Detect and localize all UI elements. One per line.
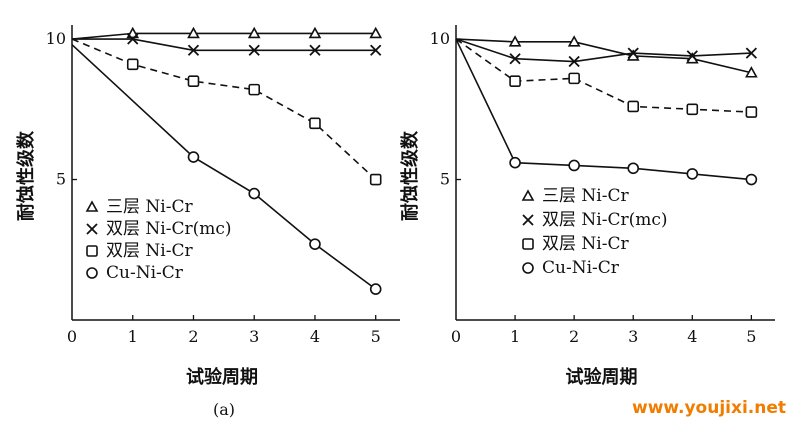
series-line bbox=[71, 32, 376, 40]
legend-marker-circle bbox=[522, 262, 534, 274]
legend-label: Cu-Ni-Cr bbox=[542, 258, 620, 278]
data-point-circle bbox=[627, 162, 640, 175]
legend-label: Cu-Ni-Cr bbox=[106, 263, 184, 283]
x-axis-title: 试验周期 bbox=[186, 366, 258, 388]
legend-marker-x bbox=[522, 214, 534, 226]
series-line bbox=[455, 38, 752, 74]
y-axis-title: 耐蚀性级数 bbox=[399, 130, 421, 221]
legend-marker-square bbox=[522, 238, 534, 250]
data-point-circle bbox=[187, 151, 200, 163]
data-point-triangle bbox=[508, 35, 522, 47]
data-point-triangle bbox=[187, 26, 200, 39]
data-point-circle bbox=[568, 159, 580, 172]
data-point-x bbox=[745, 47, 758, 59]
chart-panel-b: 0 1 2 3 4 5 5 10 试验周期 耐蚀性级数三层 Ni-Cr 双层 Ni-Cr(mc) 双层… bbox=[399, 25, 775, 388]
x-tick-label: 5 bbox=[746, 327, 756, 346]
data-point-square bbox=[187, 75, 200, 87]
x-tick-label: 2 bbox=[188, 327, 198, 346]
data-point-square bbox=[509, 75, 521, 87]
data-point-x bbox=[187, 44, 200, 56]
data-point-x bbox=[568, 55, 580, 68]
x-tick-label: 4 bbox=[687, 327, 697, 346]
data-point-circle bbox=[509, 156, 521, 169]
data-point-circle bbox=[745, 173, 758, 186]
data-point-square bbox=[309, 117, 321, 130]
data-point-x bbox=[248, 44, 260, 56]
data-point-x bbox=[509, 53, 521, 65]
x-tick-label: 0 bbox=[451, 327, 461, 346]
legend-label: 三层 Ni-Cr bbox=[106, 197, 193, 217]
x-axis-title: 试验周期 bbox=[566, 366, 638, 388]
data-point-square bbox=[686, 103, 699, 116]
y-tick-label: 10 bbox=[46, 29, 66, 48]
data-point-square bbox=[369, 173, 382, 186]
x-tick-label: 1 bbox=[128, 327, 138, 346]
data-point-circle bbox=[686, 168, 699, 180]
legend-marker-triangle bbox=[85, 200, 99, 212]
x-tick-label: 5 bbox=[371, 327, 381, 346]
x-tick-label: 4 bbox=[310, 327, 320, 346]
panel-caption: (a) bbox=[213, 400, 235, 419]
legend-marker-square bbox=[86, 245, 98, 257]
legend-label: 双层 Ni-Cr bbox=[106, 241, 193, 261]
data-point-x bbox=[370, 44, 382, 56]
legend-marker-x bbox=[86, 223, 98, 235]
legend-label: 三层 Ni-Cr bbox=[542, 186, 629, 206]
data-point-triangle bbox=[308, 26, 322, 39]
data-point-x bbox=[686, 50, 698, 62]
legend-marker-circle bbox=[86, 267, 98, 279]
data-point-triangle bbox=[369, 26, 383, 39]
series-line bbox=[71, 38, 377, 181]
data-point-triangle bbox=[126, 26, 140, 39]
y-tick-label: 10 bbox=[430, 29, 450, 48]
series-line bbox=[72, 38, 376, 52]
legend-label: 双层 Ni-Cr bbox=[542, 234, 629, 254]
data-point-x bbox=[127, 33, 139, 45]
data-point-circle bbox=[248, 187, 261, 200]
y-tick-label: 5 bbox=[440, 170, 450, 189]
data-point-x bbox=[309, 44, 321, 56]
data-point-square bbox=[568, 72, 580, 85]
legend-label: 双层 Ni-Cr(mc) bbox=[542, 210, 668, 230]
x-tick-label: 0 bbox=[67, 327, 77, 346]
data-point-triangle bbox=[247, 26, 261, 39]
x-tick-label: 1 bbox=[510, 327, 520, 346]
y-tick-label: 5 bbox=[56, 170, 66, 189]
legend-label: 双层 Ni-Cr(mc) bbox=[106, 219, 232, 239]
y-axis-title: 耐蚀性级数 bbox=[15, 130, 37, 221]
data-point-x bbox=[627, 47, 639, 59]
watermark-text: www.youjixi.net bbox=[631, 398, 786, 418]
data-point-square bbox=[745, 106, 758, 118]
series-line bbox=[455, 38, 752, 113]
data-point-circle bbox=[309, 238, 321, 250]
series-line bbox=[455, 38, 752, 181]
data-point-triangle bbox=[567, 35, 581, 47]
data-point-circle bbox=[369, 283, 382, 295]
series-line bbox=[455, 38, 752, 63]
data-point-triangle bbox=[745, 66, 758, 78]
legend-marker-triangle bbox=[521, 189, 535, 201]
data-point-square bbox=[627, 100, 640, 113]
x-tick-label: 3 bbox=[628, 327, 638, 346]
data-point-square bbox=[126, 58, 139, 71]
data-point-square bbox=[248, 83, 261, 96]
x-tick-label: 3 bbox=[249, 327, 259, 346]
x-tick-label: 2 bbox=[569, 327, 579, 346]
